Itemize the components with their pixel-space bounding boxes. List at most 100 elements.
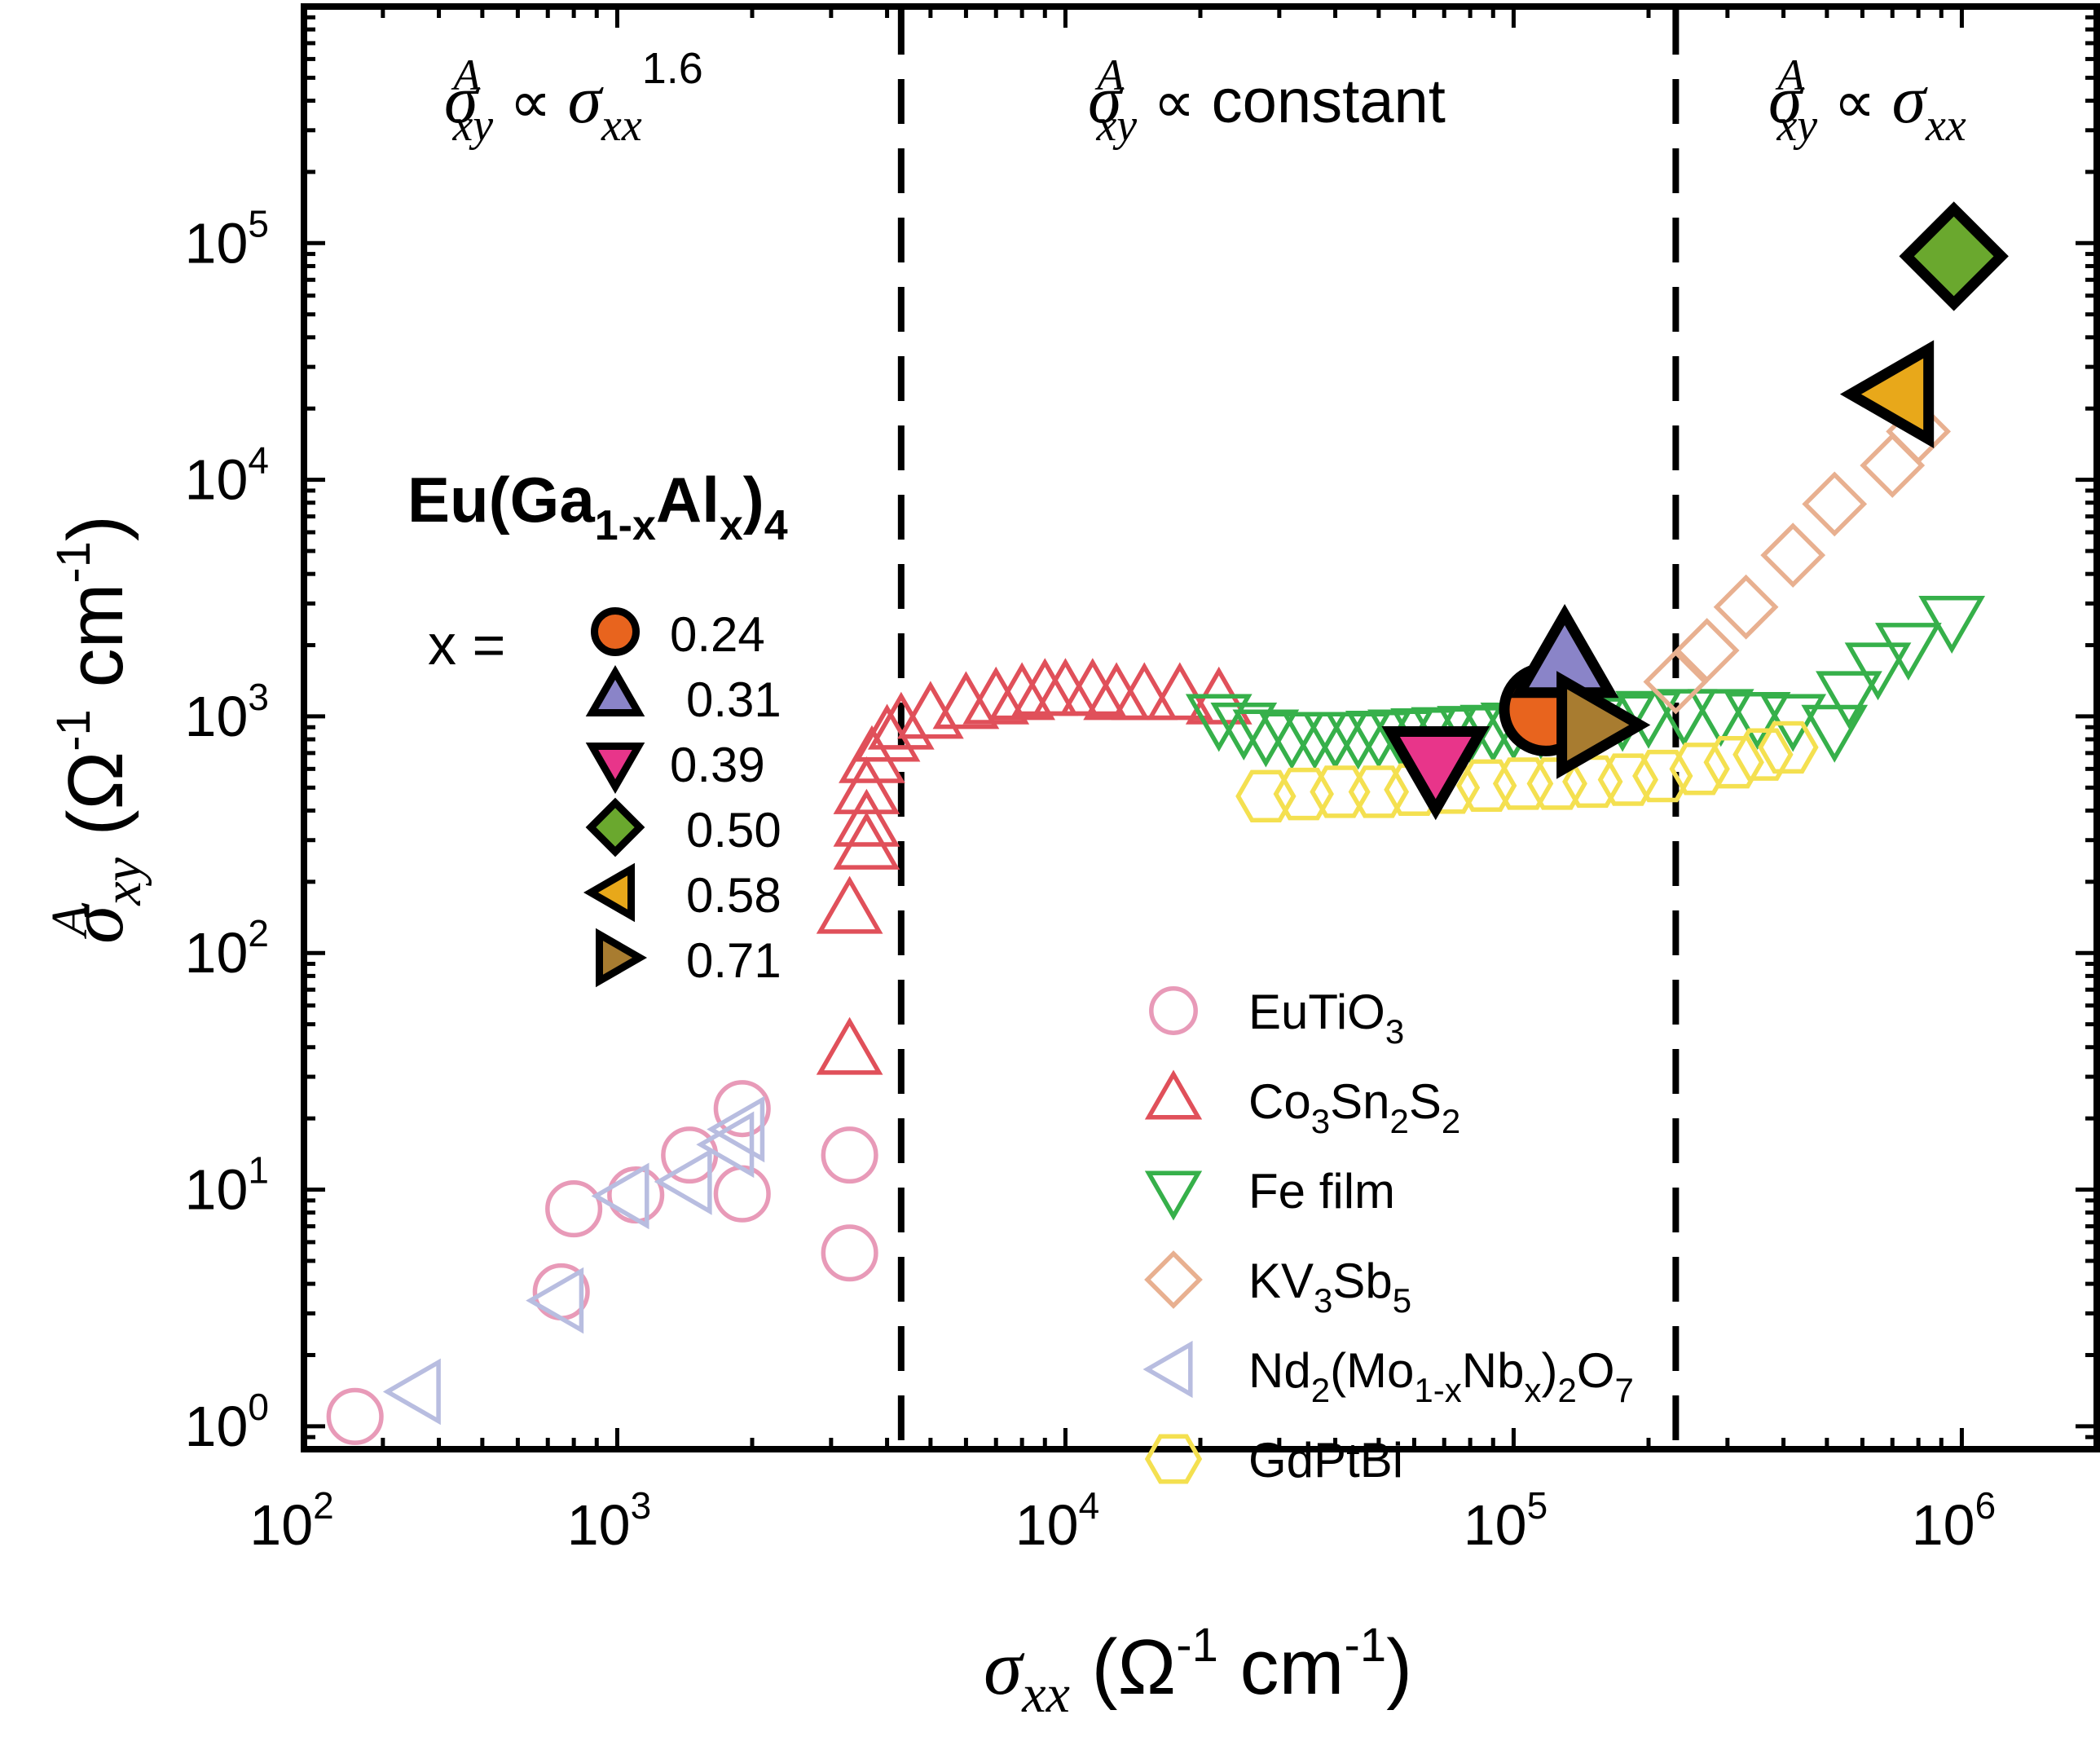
- data-point: [1185, 694, 1253, 752]
- x-axis-label: σxx (Ω-1 cm-1): [984, 1619, 1412, 1724]
- data-point: [382, 1358, 441, 1426]
- x-tick-label: 105: [1464, 1484, 1547, 1557]
- data-point: [1111, 662, 1178, 721]
- data-point: [1597, 753, 1659, 806]
- compound-mid: Al: [656, 464, 720, 536]
- data-point: [713, 1080, 771, 1138]
- region-rhs-sub: xx: [601, 100, 642, 151]
- data-point: [1802, 471, 1868, 537]
- region-prop-symbol: ∝: [493, 70, 567, 135]
- region-lhs-sup: A: [1094, 51, 1125, 99]
- data-point: [839, 725, 905, 783]
- legend-text: (Mo: [1330, 1343, 1414, 1398]
- data-point: [1703, 736, 1764, 789]
- data-point: [1210, 702, 1278, 760]
- data-point: [1083, 662, 1150, 721]
- x-axis-ticks: 102 103 104 105 106: [249, 7, 2099, 1557]
- data-point: [1732, 728, 1794, 781]
- data-point: [821, 1224, 878, 1282]
- legend-subscript: 2: [1557, 1371, 1576, 1409]
- x-tick-exp: 4: [1079, 1484, 1100, 1527]
- y-tick-label: 100: [185, 1386, 269, 1458]
- y-tick-label: 105: [185, 202, 269, 275]
- region-prop-symbol: ∝: [1817, 70, 1891, 135]
- sample-legend-label: 0.50: [686, 803, 781, 857]
- legend-text: Sb: [1332, 1254, 1392, 1308]
- y-tick-label: 104: [185, 439, 269, 512]
- y-tick-exp: 0: [248, 1386, 269, 1428]
- data-point: [1674, 618, 1740, 683]
- legend-text: Co: [1248, 1074, 1311, 1129]
- region-rhs-sub: xx: [1925, 100, 1966, 151]
- ref-legend-marker: [1149, 986, 1198, 1035]
- x-label-sup: -1: [1176, 1619, 1218, 1672]
- ref-legend-label: EuTiO3: [1248, 985, 1404, 1051]
- x-tick-label: 104: [1015, 1484, 1099, 1557]
- compound-base: Eu(Ga: [407, 464, 595, 536]
- x-tick-label: 103: [567, 1484, 651, 1557]
- data-point: [816, 1016, 883, 1075]
- x-tick-base: 10: [1912, 1493, 1975, 1557]
- region-prop-symbol: ∝: [1137, 70, 1211, 135]
- data-point: [1860, 433, 1926, 498]
- data-point: [713, 1165, 771, 1223]
- x-label-unit-cm: cm: [1218, 1624, 1345, 1711]
- ref-legend-marker: [1144, 1434, 1203, 1484]
- sample-legend-label: 0.31: [686, 672, 781, 727]
- y-tick-base: 10: [185, 921, 249, 985]
- data-point: [1844, 642, 1912, 701]
- sample-legend-label: 0.71: [686, 933, 781, 988]
- region-lhs-symbol: σ: [1088, 62, 1125, 138]
- y-label-close: ): [52, 515, 139, 541]
- sample-legend: Eu(Ga1-xAlx)4 x = 0.24 0.31 0.39 0.50 0.58 0.71: [407, 464, 788, 988]
- data-point: [833, 811, 900, 870]
- y-tick-base: 10: [185, 448, 249, 512]
- plot-border: [301, 3, 2100, 1452]
- data-point: [1758, 721, 1819, 774]
- data-point: [988, 662, 1055, 721]
- legend-subscript: 3: [1385, 1012, 1404, 1051]
- y-tick-exp: 3: [248, 676, 269, 718]
- ref-legend-label: Co3Sn2S2: [1248, 1074, 1460, 1140]
- x-tick-base: 10: [249, 1493, 313, 1557]
- data-point: [1232, 709, 1300, 768]
- data-point: [1918, 596, 1986, 654]
- data-point: [1760, 522, 1826, 588]
- legend-text: S: [1409, 1074, 1442, 1129]
- data-point: [1310, 765, 1371, 818]
- data-point: [545, 1179, 603, 1238]
- data-point: [1455, 759, 1517, 813]
- x-tick-base: 10: [1464, 1493, 1527, 1557]
- y-tick-base: 10: [185, 1158, 249, 1222]
- data-point: [696, 1111, 755, 1179]
- data-point: [1235, 769, 1297, 823]
- region-lhs-sup: A: [1775, 51, 1805, 99]
- region-annotations: σA xy ∝ σxx1.6 σA xy ∝ constant σA xy ∝ σxx: [444, 44, 1966, 151]
- region-lhs-symbol: σ: [444, 62, 481, 138]
- x-tick-exp: 2: [313, 1484, 334, 1527]
- data-point: [1348, 765, 1410, 818]
- y-label-subscript: xy: [93, 857, 152, 906]
- sample-legend-marker: [596, 928, 648, 988]
- data-point: [1273, 767, 1334, 821]
- sample-point-0.58: [1839, 340, 1935, 448]
- data-point: [707, 1095, 765, 1163]
- y-tick-base: 10: [185, 685, 249, 748]
- region-lhs-sub: xy: [451, 100, 493, 151]
- region-label: σA xy ∝ σxx: [1768, 51, 1966, 151]
- y-axis-title: σAxy (Ω-1 cm-1): [42, 515, 152, 944]
- sample-legend-label: 0.58: [686, 868, 781, 923]
- sample-legend-marker: [583, 862, 635, 923]
- ref-legend-label: KV3Sb5: [1248, 1254, 1411, 1320]
- y-tick-label: 101: [185, 1149, 269, 1222]
- x-tick-label: 106: [1912, 1484, 1996, 1557]
- y-tick-exp: 2: [248, 912, 269, 954]
- legend-text: Fe film: [1248, 1164, 1395, 1219]
- legend-text: EuTiO: [1248, 985, 1385, 1039]
- data-point: [654, 1148, 712, 1215]
- sample-point-0.71: [1556, 671, 1651, 779]
- sample-series: [1381, 201, 2009, 821]
- region-rhs-symbol: σ: [568, 62, 605, 138]
- legend-subscript: 2: [1389, 1102, 1408, 1140]
